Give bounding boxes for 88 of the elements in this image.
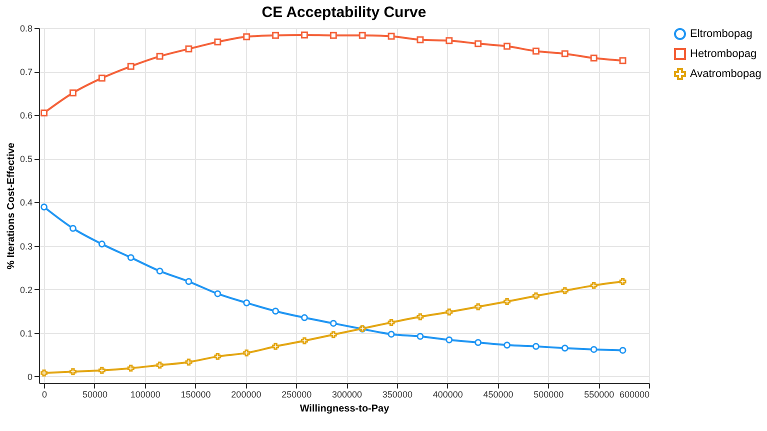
x-tick-label: 50000 — [82, 390, 108, 400]
point — [388, 32, 395, 40]
point — [300, 314, 308, 322]
x-tick-label: 350000 — [382, 390, 412, 400]
x-tick-label: 100000 — [130, 390, 160, 400]
point — [446, 308, 453, 316]
point — [127, 62, 134, 70]
point — [532, 48, 540, 55]
point — [330, 32, 337, 39]
point — [69, 224, 76, 232]
x-tick-label: 250000 — [282, 390, 312, 400]
point — [300, 31, 308, 38]
point — [590, 346, 598, 353]
y-tick-label: 0.2 — [20, 284, 32, 295]
legend-label: Eltrombopag — [690, 28, 752, 40]
point — [532, 342, 540, 350]
x-tick-label: 450000 — [483, 390, 514, 400]
point — [330, 331, 337, 338]
point — [619, 278, 626, 285]
point — [40, 204, 48, 211]
x-tick-label: 300000 — [332, 390, 362, 400]
point — [98, 366, 106, 374]
point — [330, 320, 337, 327]
point — [561, 344, 568, 352]
x-tick-label: 0 — [42, 390, 48, 400]
y-tick-label: 0 — [27, 372, 32, 382]
y-tick-label: 0.1 — [20, 328, 32, 338]
point — [504, 342, 511, 349]
y-tick-label: 0.5 — [20, 154, 32, 164]
y-tick-label: 0.8 — [20, 24, 32, 34]
point — [358, 32, 366, 39]
point — [214, 352, 222, 360]
point — [185, 278, 192, 285]
point — [388, 318, 395, 326]
point — [416, 36, 424, 44]
x-tick-label: 400000 — [432, 390, 463, 400]
x-tick-label: 200000 — [231, 390, 262, 400]
point — [98, 74, 106, 82]
chart-title: CE Acceptability Curve — [262, 4, 426, 21]
point — [561, 287, 568, 294]
point — [561, 50, 568, 58]
y-axis-title: % Iterations Cost-Effective — [6, 142, 17, 270]
y-tick-label: 0.3 — [20, 241, 32, 252]
point — [272, 32, 280, 39]
point — [98, 240, 106, 248]
point — [214, 38, 222, 46]
x-tick-label: 500000 — [534, 390, 564, 400]
point — [416, 313, 424, 320]
y-tick-label: 0.4 — [20, 198, 32, 208]
legend-label: Avatrombopag — [690, 68, 762, 80]
point — [272, 308, 280, 315]
point — [474, 40, 482, 48]
point — [185, 45, 192, 52]
point — [185, 358, 192, 366]
point — [388, 330, 395, 338]
point — [590, 54, 598, 62]
point — [446, 37, 453, 44]
point — [300, 337, 308, 344]
y-tick-label: 0.7 — [20, 67, 32, 78]
x-axis-title: Willingness-to-Pay — [300, 404, 390, 414]
point — [69, 368, 76, 376]
y-tick-label: 0.6 — [20, 110, 32, 121]
point — [156, 268, 164, 275]
point — [243, 33, 250, 40]
point — [619, 57, 626, 64]
x-tick-label: 550000 — [584, 390, 614, 400]
point — [619, 346, 626, 354]
x-tick-label: 150000 — [180, 390, 211, 400]
point — [243, 299, 250, 306]
point — [532, 292, 540, 300]
x-tick-label: 600000 — [619, 390, 650, 400]
point — [590, 282, 598, 289]
point — [156, 52, 164, 60]
point — [69, 89, 76, 96]
legend-label: Hetrombopag — [690, 48, 757, 60]
point — [474, 303, 482, 310]
point — [474, 339, 482, 346]
point — [272, 342, 280, 350]
point — [156, 362, 164, 369]
point — [504, 298, 511, 306]
point — [127, 254, 134, 262]
point — [40, 109, 48, 116]
point — [504, 42, 511, 50]
point — [446, 336, 453, 344]
point — [127, 364, 134, 372]
point — [214, 290, 222, 298]
point — [416, 332, 424, 340]
point — [243, 349, 250, 356]
